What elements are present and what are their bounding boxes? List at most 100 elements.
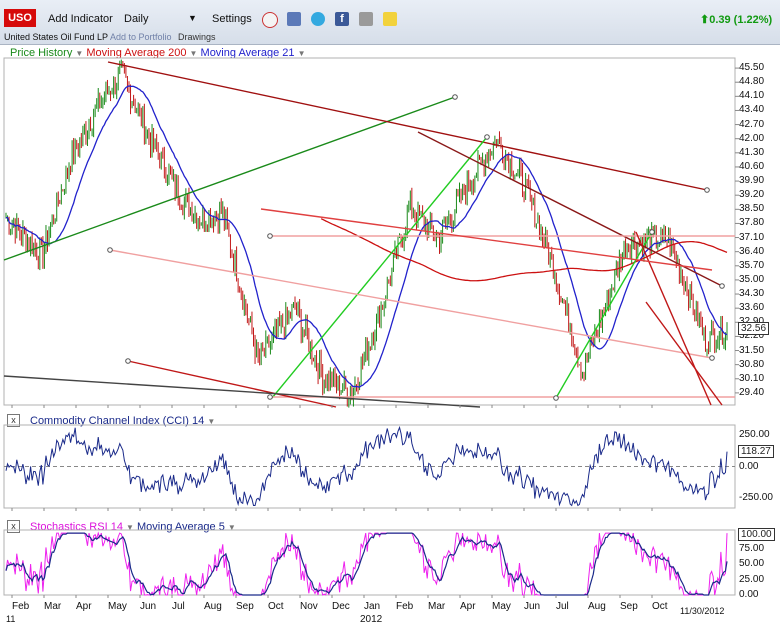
interval-dropdown-icon[interactable]: ▼: [188, 13, 197, 23]
price-y-tick-label: 35.70: [739, 259, 765, 271]
bookmark-icon[interactable]: [287, 12, 301, 26]
price-change-value: 0.39 (1.22%): [709, 14, 773, 26]
legend-price-history-dropdown-icon[interactable]: ▼: [75, 49, 84, 58]
settings-button[interactable]: Settings: [212, 13, 252, 25]
panel-frame-2: [3, 529, 736, 596]
legend-ma21[interactable]: Moving Average 21: [200, 47, 295, 59]
x-tick-label: Oct: [652, 601, 668, 612]
x-tick-label: Jul: [172, 601, 185, 612]
stoch-y-tick-label: 0.00: [739, 589, 759, 600]
price-y-tick-label: 43.40: [739, 104, 765, 116]
price-y-tick-label: 31.50: [739, 344, 765, 356]
x-tick-label: Jan: [364, 601, 381, 612]
panel-frame-0: [3, 57, 736, 406]
stoch-rsi-line: [5, 531, 728, 597]
price-y-tick-label: 30.80: [739, 358, 765, 370]
price-y-tick-label: 44.10: [739, 90, 765, 102]
x-tick-label: Jun: [140, 601, 157, 612]
trendline-green-long: [3, 96, 456, 261]
x-tick-label: Mar: [428, 601, 446, 612]
note-icon[interactable]: [383, 12, 397, 26]
trendline-handle: [704, 187, 710, 193]
trendline-red-low: [127, 360, 337, 408]
x-tick-label: Oct: [268, 601, 284, 612]
trendline-handle: [719, 283, 725, 289]
legend-ma21-dropdown-icon[interactable]: ▼: [297, 49, 306, 58]
date-label: 11/30/2012: [680, 606, 725, 616]
stoch-y-tick-label: 50.00: [739, 558, 765, 570]
price-y-tick-label: 37.80: [739, 217, 765, 229]
up-arrow-icon: ⬆: [700, 14, 710, 26]
price-y-tick-label: 42.00: [739, 132, 765, 144]
cci-dropdown-icon[interactable]: ▼: [207, 417, 216, 426]
add-to-portfolio-link[interactable]: Add to Portfolio: [110, 32, 172, 42]
trendline-handle: [125, 358, 131, 364]
trendline-handle: [267, 233, 273, 239]
price-y-tick-label: 37.10: [739, 231, 765, 243]
x-tick-label: Apr: [76, 601, 92, 612]
stoch-y-tick-label: 25.00: [739, 573, 765, 585]
add-indicator-button[interactable]: Add Indicator: [48, 13, 113, 25]
price-y-tick-label: 32.90: [739, 316, 764, 327]
alarm-clock-icon[interactable]: [262, 12, 278, 28]
stoch-ma-line: [5, 532, 728, 596]
trendline-red-mid: [260, 208, 713, 271]
trendline-handle: [553, 395, 559, 401]
cci-legend: Commodity Channel Index (CCI) 14 ▼: [30, 415, 215, 427]
price-y-tick-label: 36.40: [739, 245, 765, 257]
price-y-tick-label: 32.20: [739, 330, 765, 342]
ma21-line: [5, 85, 728, 388]
interval-select[interactable]: Daily: [124, 13, 149, 25]
cci-y-tick-label: -250.00: [739, 491, 773, 503]
price-y-tick-label: 33.60: [739, 302, 765, 314]
price-y-tick-label: 39.20: [739, 189, 765, 201]
trendline-green-rise-2: [555, 231, 653, 399]
x-tick-label: Jul: [556, 601, 569, 612]
cci-y-tick-label: 0.00: [739, 460, 759, 472]
trendline-handle: [452, 94, 458, 100]
x-tick-label: Sep: [620, 601, 638, 612]
trendline-gray: [3, 375, 481, 408]
cci-y-tick-label: 250.00: [739, 429, 770, 441]
price-y-tick-label: 35.00: [739, 273, 765, 285]
trendline-handle: [107, 247, 113, 253]
close-cci-icon[interactable]: x: [7, 414, 20, 427]
camera-icon[interactable]: [359, 12, 373, 26]
x-tick-label: Jun: [524, 601, 541, 612]
stoch-last-value: 100.00: [738, 528, 775, 542]
price-y-tick-label: 38.50: [739, 203, 765, 215]
ticker-badge[interactable]: USO: [4, 9, 36, 27]
x-tick-label: Nov: [300, 601, 318, 612]
twitter-icon[interactable]: [311, 12, 325, 26]
x-tick-label: Aug: [588, 601, 606, 612]
trendline-red-down: [417, 131, 723, 287]
price-y-tick-label: 40.60: [739, 160, 765, 172]
x-tick-label: May: [492, 601, 511, 612]
drawings-link[interactable]: Drawings: [178, 32, 216, 42]
legend-ma200-dropdown-icon[interactable]: ▼: [189, 49, 198, 58]
trendline-pink: [109, 249, 713, 359]
stoch-dropdown-icon[interactable]: ▼: [126, 523, 134, 532]
x-tick-label: May: [108, 601, 127, 612]
fund-name: United States Oil Fund LP: [4, 32, 109, 42]
legend-ma200[interactable]: Moving Average 200: [86, 47, 187, 59]
legend-price-history[interactable]: Price History: [10, 47, 73, 59]
price-legend: Price History ▼ Moving Average 200 ▼ Mov…: [10, 47, 306, 59]
x-tick-label: Feb: [12, 601, 30, 612]
price-y-tick-label: 39.90: [739, 175, 765, 187]
trendline-green-rise: [271, 136, 488, 399]
price-y-tick-label: 44.80: [739, 76, 765, 88]
price-change: ⬆0.39 (1.22%): [700, 13, 772, 26]
cci-line: [5, 425, 728, 507]
stoch-ma-dropdown-icon[interactable]: ▼: [227, 523, 236, 532]
x-tick-label: Sep: [236, 601, 254, 612]
stoch-y-tick-label: 75.00: [739, 542, 765, 554]
facebook-icon[interactable]: f: [335, 12, 349, 26]
cci-title[interactable]: Commodity Channel Index (CCI) 14: [30, 415, 205, 427]
price-y-tick-label: 30.10: [739, 372, 765, 384]
trendline-handle: [709, 355, 715, 361]
x-year-label-2012: 2012: [360, 614, 383, 625]
price-y-tick-label: 41.30: [739, 146, 765, 158]
price-y-tick-label: 29.40: [739, 386, 765, 398]
